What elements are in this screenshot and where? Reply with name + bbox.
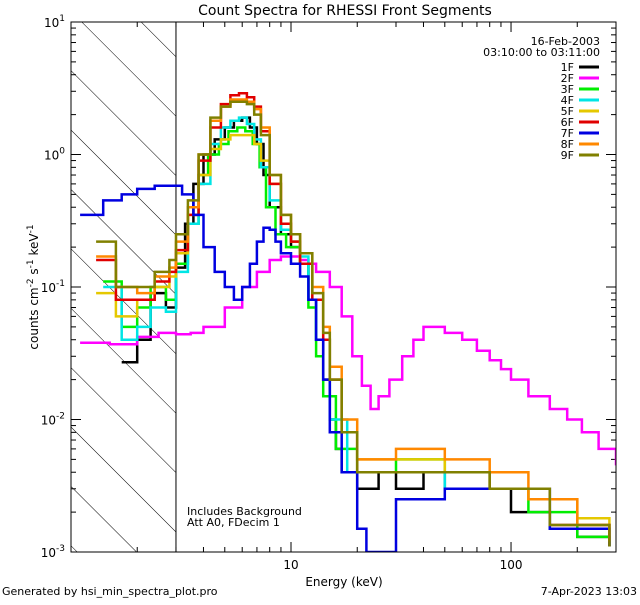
x-tick-label: 10 [283, 558, 298, 572]
legend-label: 4F [561, 94, 574, 107]
time-range-label: 03:10:00 to 03:11:00 [483, 46, 600, 59]
attenuator-annotation: Att A0, FDecim 1 [187, 516, 280, 529]
plot-area: 10 100 10-3 10-2 10-1 100 101 [41, 14, 617, 572]
legend-label: 5F [561, 105, 574, 118]
timestamp-label: 7-Apr-2023 13:03 [541, 585, 637, 598]
y-axis-label: counts cm-2 s-1 keV-1 [26, 224, 41, 349]
series-line-7F [80, 184, 611, 552]
background-annotation: Includes Background [187, 505, 302, 518]
series-line-2F [80, 255, 616, 466]
series-group [80, 91, 616, 552]
y-tick-label: 10-3 [41, 544, 65, 560]
y-tick-label: 101 [44, 14, 65, 30]
y-tick-label: 10-2 [41, 412, 65, 428]
date-label: 16-Feb-2003 [531, 35, 600, 48]
y-tick-label: 10-1 [41, 279, 65, 295]
x-tick-label: 100 [500, 558, 523, 572]
y-tick-label: 100 [44, 147, 65, 163]
legend-label: 3F [561, 83, 574, 96]
legend-label: 9F [561, 149, 574, 162]
series-line-9F [96, 100, 611, 547]
generated-by-label: Generated by hsi_min_spectra_plot.pro [2, 585, 218, 598]
legend-label: 1F [561, 61, 574, 74]
legend-label: 7F [561, 127, 574, 140]
x-axis-label: Energy (keV) [305, 575, 382, 589]
legend-label: 6F [561, 116, 574, 129]
chart-title: Count Spectra for RHESSI Front Segments [198, 3, 492, 19]
legend-label: 2F [561, 72, 574, 85]
plot-frame [70, 21, 617, 553]
legend-label: 8F [561, 138, 574, 151]
